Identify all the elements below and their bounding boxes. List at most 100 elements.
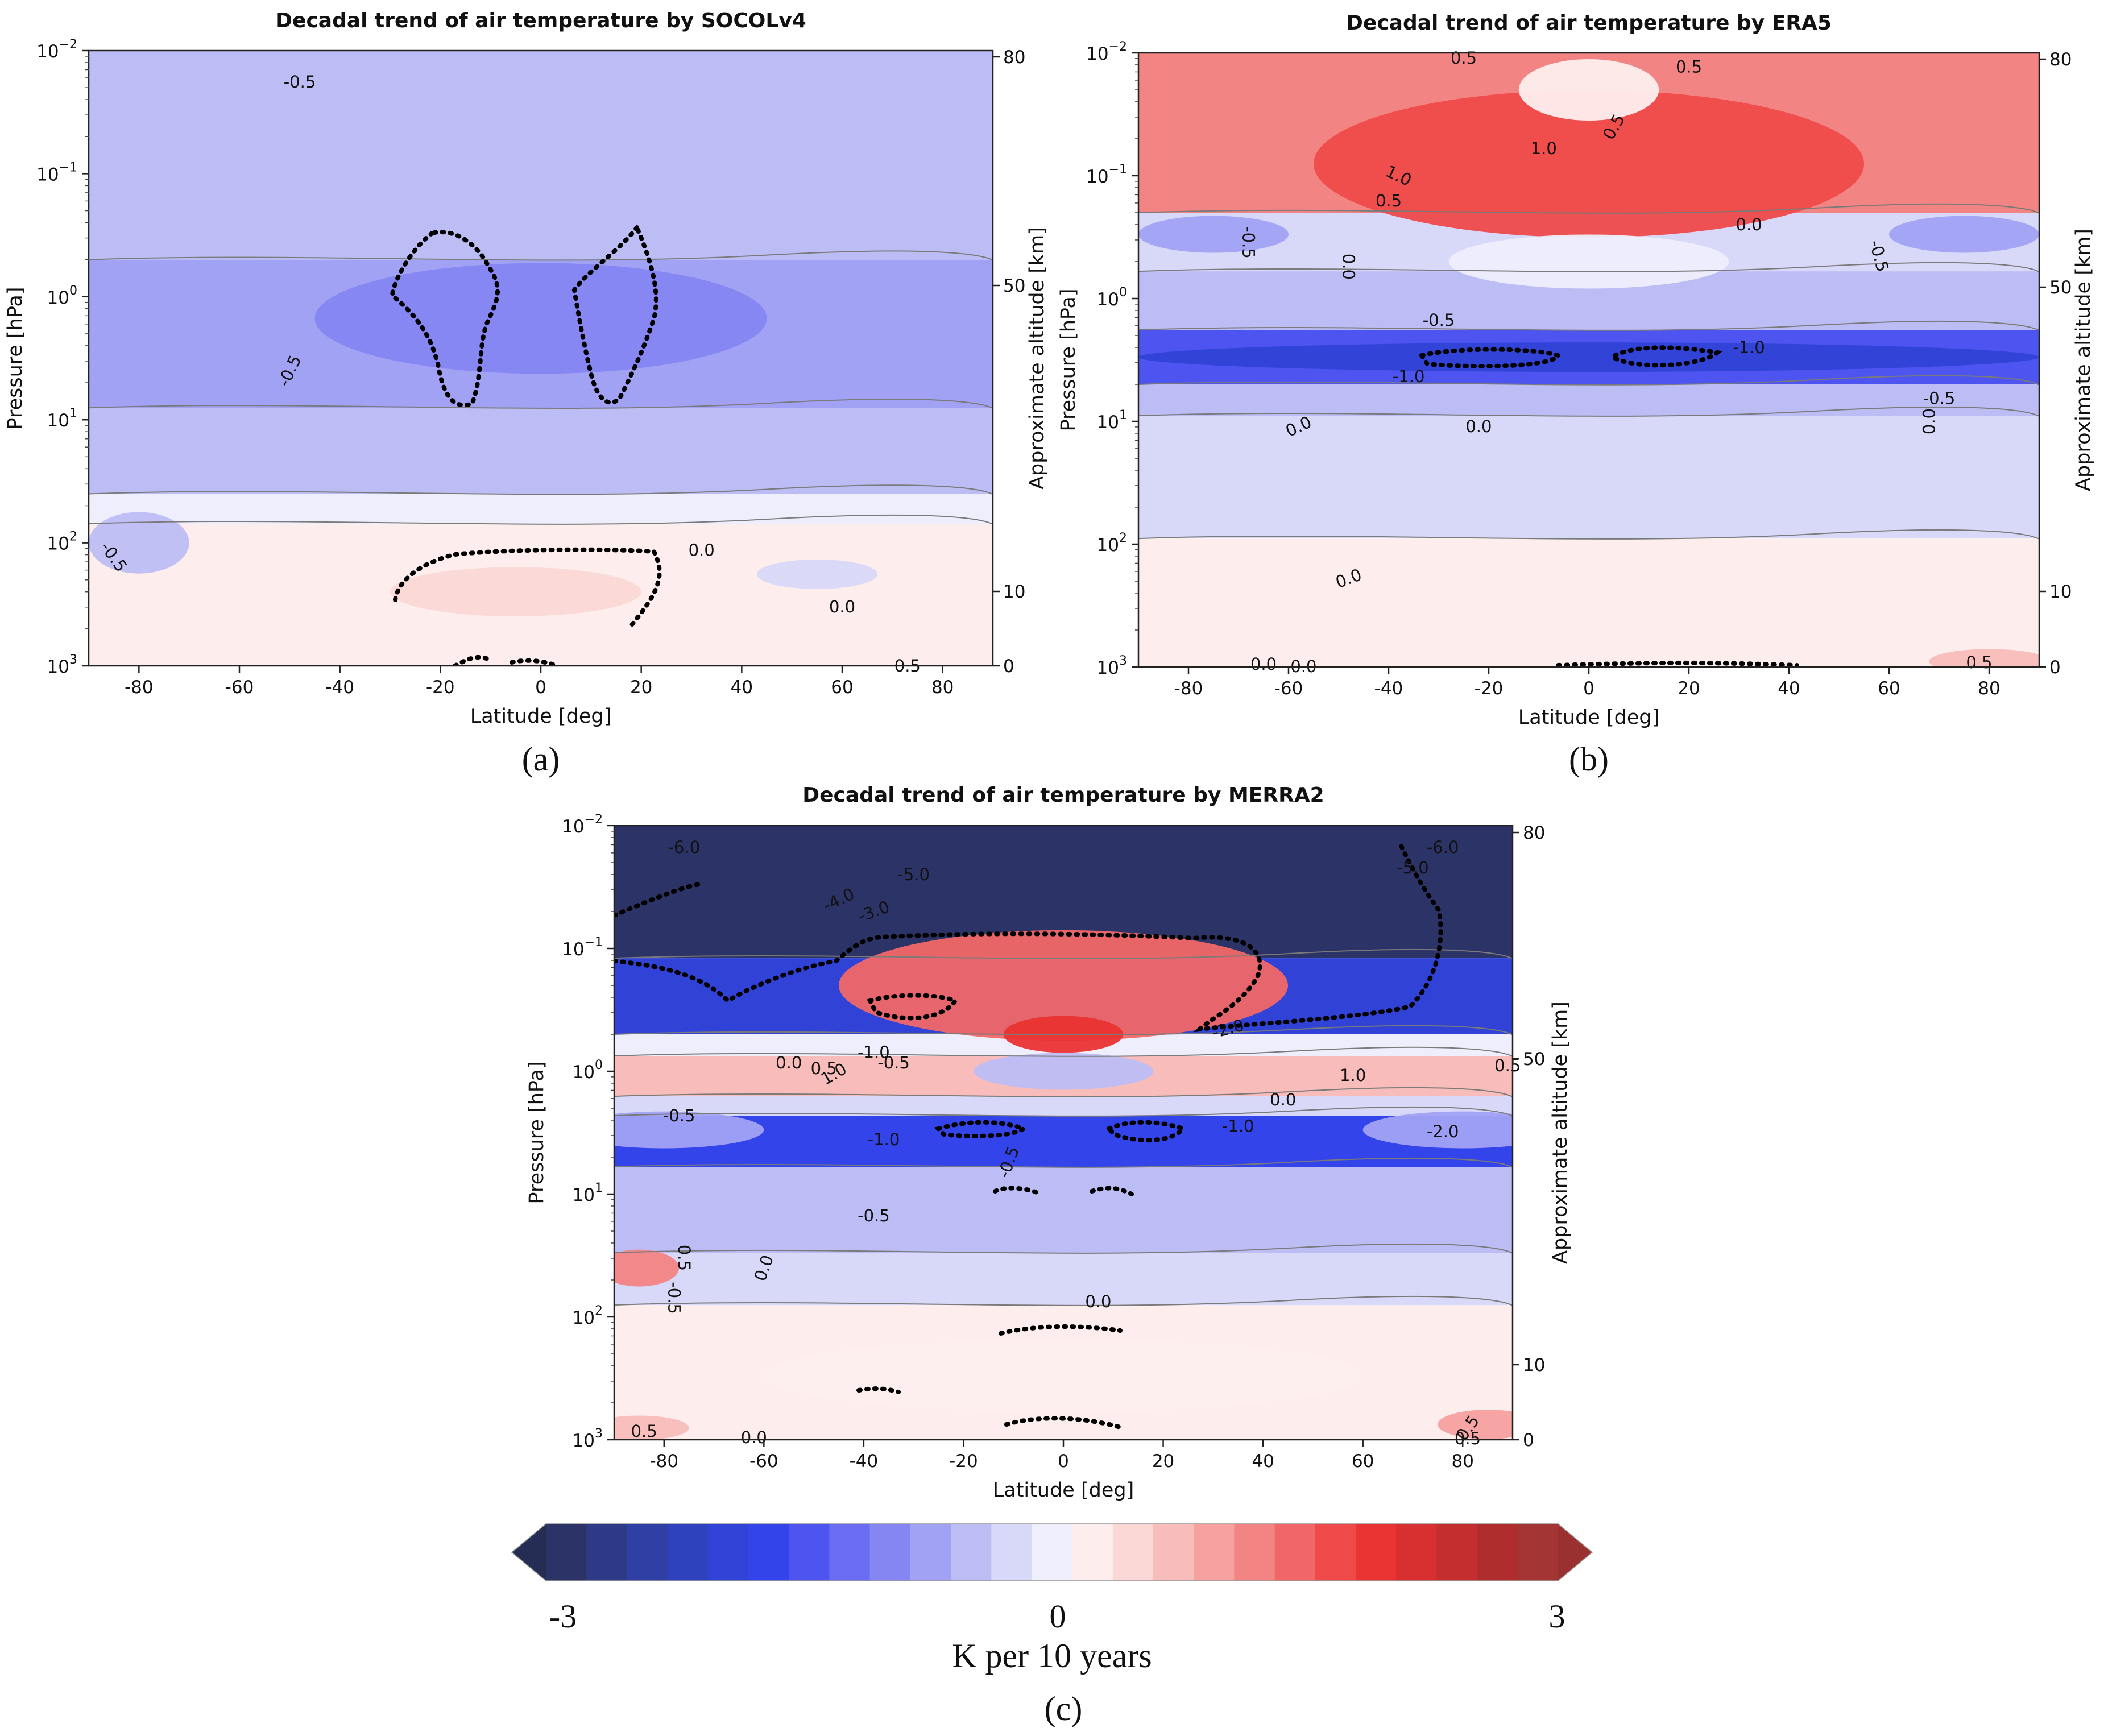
contour-label: -1.0 <box>1393 367 1425 386</box>
y-tick-base: 10 <box>47 657 69 677</box>
trend-region-3 <box>1288 1056 1513 1086</box>
right-tick-label: 80 <box>1003 47 1025 68</box>
contour-label: 0.0 <box>1919 408 1939 434</box>
right-tick-label: 10 <box>1003 582 1025 602</box>
trend-region-0 <box>1314 90 1864 238</box>
x-tick-label: -60 <box>1274 678 1303 699</box>
y-tick-label: 102 <box>47 530 77 554</box>
right-tick-label: 0 <box>1523 1430 1534 1451</box>
trend-region-4 <box>974 1053 1153 1090</box>
contour-line-1 <box>614 948 1513 959</box>
trend-region-2 <box>1448 234 1729 289</box>
significance-region-c-7 <box>999 1324 1123 1336</box>
contour-line-3 <box>1138 320 2039 331</box>
y-tick-label: 103 <box>47 653 77 677</box>
y-tick-base: 10 <box>562 939 584 960</box>
y-tick-exponent: −1 <box>1109 163 1127 177</box>
contour-line-3 <box>614 1046 1513 1057</box>
trend-region-6 <box>1929 649 2039 667</box>
y-tick-base: 10 <box>36 164 59 185</box>
contour-line-4 <box>1138 375 2039 386</box>
colorbar-arrow-high <box>1558 1524 1592 1581</box>
x-tick-label: 60 <box>1878 678 1900 699</box>
x-tick-label: 20 <box>1152 1451 1174 1472</box>
colorbar-segment <box>667 1524 709 1581</box>
y-tick-exponent: 2 <box>595 1304 603 1318</box>
colorbar-segment <box>1194 1524 1235 1581</box>
panel-caption-a: (a) <box>522 740 560 778</box>
x-tick-label: 40 <box>1778 678 1800 699</box>
colorbar-arrow-low <box>512 1524 546 1581</box>
y-tick-base: 10 <box>1097 289 1119 310</box>
contour-label: 0.0 <box>1736 215 1762 234</box>
colorbar-segment <box>707 1524 749 1581</box>
y-tick-base: 10 <box>36 42 59 62</box>
trend-region-8 <box>764 1339 1363 1412</box>
contour-label: 0.0 <box>1270 1090 1296 1109</box>
colorbar-segment <box>869 1524 911 1581</box>
panel-caption-b: (b) <box>1569 740 1609 778</box>
panel-c: Decadal trend of air temperature by MERR… <box>525 784 1572 1727</box>
y-axis-label: Pressure [hPa] <box>525 1061 548 1204</box>
x-tick-label: 60 <box>1352 1451 1374 1472</box>
right-axis-label: Approximate altitude [km] <box>1549 1001 1572 1264</box>
x-tick-label: 40 <box>1252 1451 1274 1472</box>
colorbar-segment <box>991 1524 1033 1581</box>
contour-label: 1.0 <box>1340 1066 1366 1085</box>
colorbar-segment <box>748 1524 789 1581</box>
trend-region-3 <box>1138 342 2039 372</box>
trend-band-4 <box>614 1096 1513 1116</box>
right-tick-label: 80 <box>2049 49 2072 70</box>
trend-region-1 <box>390 567 641 616</box>
contour-label: 0.0 <box>1085 1292 1111 1311</box>
panel-title-b: Decadal trend of air temperature by ERA5 <box>1346 11 1832 35</box>
significance-region-a-4 <box>510 658 560 666</box>
y-tick-exponent: 1 <box>595 1181 603 1195</box>
y-tick-exponent: 3 <box>1119 654 1127 668</box>
significance-region-a-3 <box>453 654 491 666</box>
x-tick-label: 20 <box>1678 678 1700 699</box>
contour-label: -1.0 <box>868 1130 900 1149</box>
contour-label: -0.5 <box>877 1053 910 1072</box>
y-tick-label: 101 <box>47 407 77 431</box>
y-tick-base: 10 <box>562 817 584 837</box>
x-tick-label: 0 <box>1058 1451 1069 1472</box>
x-tick-label: -60 <box>225 677 254 698</box>
significance-region-c-1 <box>614 839 1443 1033</box>
contour-label: -0.5 <box>1423 310 1455 330</box>
right-axis-label: Approximate altitude [km] <box>1026 227 1049 490</box>
trend-band-6 <box>614 1167 1513 1253</box>
contour-label: -0.5 <box>858 1206 890 1225</box>
y-tick-exponent: 3 <box>69 653 77 667</box>
y-tick-label: 102 <box>1097 531 1127 556</box>
right-tick-label: 50 <box>2049 277 2072 298</box>
right-tick-label: 80 <box>1523 823 1545 843</box>
contour-line-5 <box>614 1106 1513 1117</box>
contour-label: -1.0 <box>858 1043 890 1062</box>
contour-field-b <box>1138 53 2039 667</box>
x-tick-label: -20 <box>1475 678 1504 699</box>
y-tick-label: 101 <box>573 1181 603 1205</box>
colorbar-segment <box>627 1524 668 1581</box>
y-tick-label: 103 <box>573 1427 603 1451</box>
contour-label: 0.5 <box>1676 57 1702 77</box>
trend-region-4 <box>1138 216 1289 253</box>
contour-label: -2.0 <box>1427 1122 1459 1141</box>
contour-label: 0.0 <box>829 597 855 616</box>
x-tick-label: -80 <box>125 677 154 698</box>
trend-region-3 <box>89 512 189 574</box>
x-tick-label: -20 <box>426 677 455 698</box>
y-tick-base: 10 <box>1097 535 1119 556</box>
right-tick-label: 50 <box>1523 1049 1545 1070</box>
x-axis-label: Latitude [deg] <box>993 1479 1134 1502</box>
colorbar-segment <box>1356 1524 1397 1581</box>
trend-region-5 <box>614 1111 764 1149</box>
y-tick-label: 10−2 <box>562 813 603 837</box>
y-tick-base: 10 <box>573 1431 595 1451</box>
y-tick-base: 10 <box>47 288 69 308</box>
x-tick-label: 0 <box>535 677 546 698</box>
significance-region-b-0 <box>1418 347 1562 369</box>
trend-band-6 <box>1138 538 2039 667</box>
